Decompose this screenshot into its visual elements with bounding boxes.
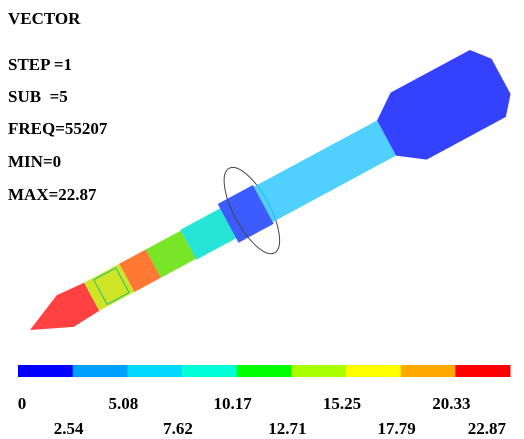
legend-label: 10.17 [214, 394, 253, 413]
legend-swatch [236, 365, 292, 377]
legend-swatch [127, 365, 183, 377]
legend-label: 15.25 [323, 394, 361, 413]
segment [217, 184, 274, 243]
segment [93, 267, 130, 306]
segment [145, 230, 197, 278]
legend: 0 2.54 5.08 7.62 10.17 12.71 15.25 17.79 20.33 22… [18, 365, 511, 438]
legend-swatch [291, 365, 347, 377]
legend-label: 17.79 [378, 419, 416, 438]
segment [119, 249, 161, 292]
legend-label: 20.33 [432, 394, 470, 413]
legend-swatch [400, 365, 456, 377]
legend-label: 5.08 [108, 394, 138, 413]
info-line: MAX=22.87 [8, 185, 97, 204]
legend-swatch [346, 365, 402, 377]
info-line: SUB =5 [8, 87, 68, 106]
legend-label: 7.62 [163, 419, 193, 438]
end [377, 50, 511, 160]
legend-swatch [72, 365, 128, 377]
segment [253, 120, 397, 222]
legend-swatch [182, 365, 238, 377]
legend-label: 22.87 [468, 419, 507, 438]
legend-label: 0 [18, 394, 27, 413]
info-line: FREQ=55207 [8, 119, 108, 138]
segment [180, 208, 237, 260]
legend-label: 2.54 [54, 419, 84, 438]
tip [30, 282, 100, 330]
info-line: MIN=0 [8, 152, 61, 171]
segment [84, 263, 135, 311]
legend-label: 12.71 [268, 419, 306, 438]
legend-swatch [455, 365, 511, 377]
info-line: STEP =1 [8, 55, 72, 74]
legend-swatch [18, 365, 74, 377]
model [30, 50, 511, 330]
plot-title: VECTOR [8, 9, 81, 28]
